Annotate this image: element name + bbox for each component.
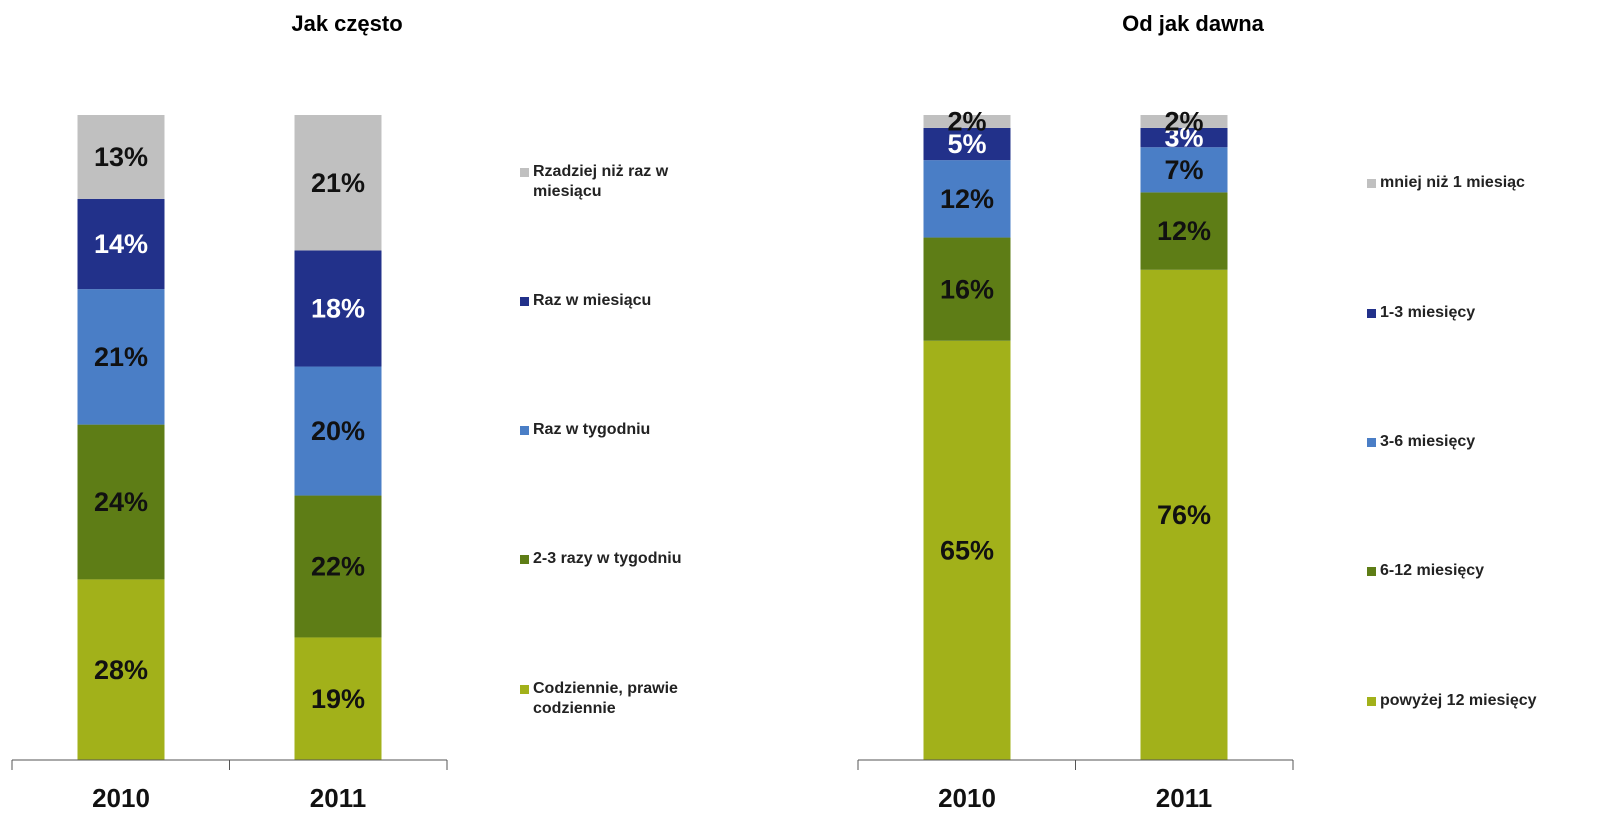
- legend-label: Codziennie, prawie codziennie: [533, 680, 678, 717]
- bar-segment: [923, 237, 1011, 341]
- bar-segment: [294, 366, 382, 496]
- legend-entry: powyżej 12 miesięcy: [1367, 691, 1607, 711]
- data-label: 20%: [311, 416, 365, 446]
- bar-segment: [77, 289, 165, 425]
- data-label: 2%: [947, 107, 986, 137]
- legend-entry: Raz w tygodniu: [520, 420, 700, 440]
- chart-title: Od jak dawna: [1122, 11, 1265, 36]
- legend-label: 1-3 miesięcy: [1380, 304, 1476, 321]
- x-tick-label: 2010: [92, 783, 150, 813]
- data-label: 21%: [311, 168, 365, 198]
- data-label: 14%: [94, 229, 148, 259]
- legend-label: 6-12 miesięcy: [1380, 562, 1485, 579]
- bar-segment: [294, 637, 382, 760]
- legend-swatch: [1367, 309, 1376, 318]
- bar-segment: [294, 115, 382, 251]
- data-label: 24%: [94, 487, 148, 517]
- legend-swatch: [520, 297, 529, 306]
- legend-label: Rzadziej niż raz w miesiącu: [533, 163, 669, 200]
- legend-label: 2-3 razy w tygodniu: [533, 550, 682, 567]
- legend-label: 3-6 miesięcy: [1380, 433, 1476, 450]
- bar-segment: [77, 115, 165, 199]
- legend-entry: mniej niż 1 miesiąc: [1367, 173, 1607, 193]
- data-label: 76%: [1157, 500, 1211, 530]
- legend-swatch: [1367, 567, 1376, 576]
- chart-title: Jak często: [291, 11, 402, 36]
- bar-segment: [77, 579, 165, 760]
- bar-segment: [1140, 115, 1228, 128]
- bar-segment: [77, 198, 165, 290]
- legend-swatch: [520, 168, 529, 177]
- legend-entry: Codziennie, prawie codziennie: [520, 679, 700, 719]
- legend-swatch: [1367, 438, 1376, 447]
- data-label: 2%: [1164, 107, 1203, 137]
- data-label: 18%: [311, 294, 365, 324]
- data-label: 22%: [311, 552, 365, 582]
- legend-swatch: [520, 426, 529, 435]
- legend-entry: 1-3 miesięcy: [1367, 303, 1607, 323]
- legend-swatch: [520, 555, 529, 564]
- bar-segment: [294, 250, 382, 367]
- data-label: 16%: [940, 274, 994, 304]
- bar-segment: [923, 127, 1011, 161]
- legend-label: Raz w tygodniu: [533, 421, 651, 438]
- data-label: 12%: [1157, 216, 1211, 246]
- legend-swatch: [520, 685, 529, 694]
- data-label: 7%: [1164, 155, 1203, 185]
- x-tick-label: 2010: [938, 783, 996, 813]
- legend-swatch: [1367, 697, 1376, 706]
- data-label: 5%: [947, 129, 986, 159]
- data-label: 21%: [94, 342, 148, 372]
- legend-label: Raz w miesiącu: [533, 292, 652, 309]
- bar-segment: [1140, 127, 1228, 148]
- bar-segment: [923, 340, 1011, 760]
- data-label: 28%: [94, 655, 148, 685]
- legend-label: mniej niż 1 miesiąc: [1380, 174, 1525, 191]
- legend-label: powyżej 12 miesięcy: [1380, 692, 1537, 709]
- bar-segment: [923, 115, 1011, 128]
- data-label: 13%: [94, 142, 148, 172]
- data-label: 65%: [940, 536, 994, 566]
- x-tick-label: 2011: [1156, 783, 1212, 813]
- bar-segment: [1140, 269, 1228, 760]
- data-label: 19%: [311, 684, 365, 714]
- bar-segment: [923, 160, 1011, 238]
- legend-entry: 3-6 miesięcy: [1367, 432, 1607, 452]
- legend-swatch: [1367, 179, 1376, 188]
- data-label: 12%: [940, 184, 994, 214]
- bar-segment: [1140, 192, 1228, 270]
- legend-entry: Raz w miesiącu: [520, 291, 700, 311]
- legend-entry: Rzadziej niż raz w miesiącu: [520, 162, 700, 202]
- legend-entry: 6-12 miesięcy: [1367, 561, 1607, 581]
- legend-entry: 2-3 razy w tygodniu: [520, 549, 700, 569]
- bar-segment: [294, 495, 382, 638]
- x-tick-label: 2011: [310, 783, 366, 813]
- bar-segment: [1140, 147, 1228, 193]
- bar-segment: [77, 424, 165, 580]
